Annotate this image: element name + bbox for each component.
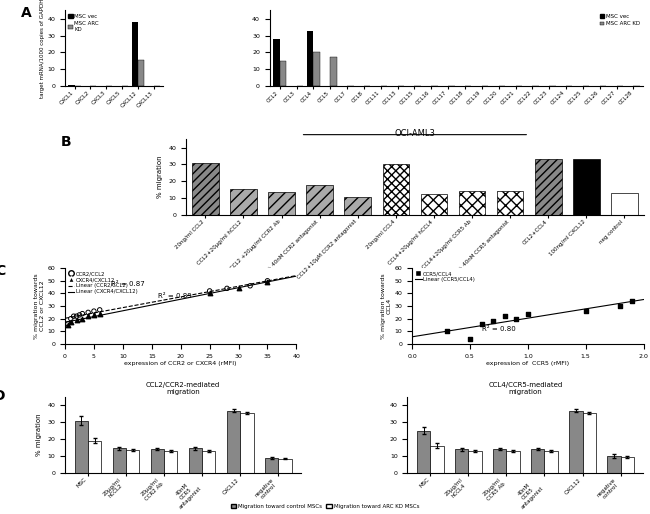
Text: R² = 0.87: R² = 0.87 xyxy=(111,281,145,287)
Bar xyxy=(455,449,468,473)
Title: OCI-AML3: OCI-AML3 xyxy=(395,130,436,138)
Title: CCL4/CCR5-mediated
migration: CCL4/CCR5-mediated migration xyxy=(488,382,562,395)
Point xyxy=(523,309,533,318)
Point xyxy=(62,321,73,329)
Bar xyxy=(535,159,562,215)
Point xyxy=(580,307,591,315)
Point xyxy=(74,311,85,319)
Bar xyxy=(497,191,523,215)
Point xyxy=(62,320,73,328)
Bar xyxy=(344,197,371,215)
Bar xyxy=(230,189,257,215)
Bar xyxy=(330,58,337,86)
Point xyxy=(511,315,521,323)
Y-axis label: target mRNA/1000 copies of GAPDH: target mRNA/1000 copies of GAPDH xyxy=(40,0,45,98)
Point xyxy=(83,312,94,320)
Point xyxy=(204,287,214,295)
Legend: MSC vec, MSC ARC KD: MSC vec, MSC ARC KD xyxy=(599,13,641,27)
Point xyxy=(263,278,273,286)
Bar xyxy=(307,30,313,86)
Legend: Migration toward control MSCs, Migration toward ARC KD MSCs: Migration toward control MSCs, Migration… xyxy=(229,502,421,511)
Point xyxy=(77,315,88,323)
Bar xyxy=(573,159,600,215)
Bar xyxy=(188,448,202,473)
Title: CCL2/CCR2-mediated
migration: CCL2/CCR2-mediated migration xyxy=(146,382,220,395)
Bar xyxy=(506,451,520,473)
Point xyxy=(476,320,487,328)
Bar xyxy=(611,193,638,215)
Point xyxy=(245,282,255,290)
Bar xyxy=(493,449,506,473)
Bar xyxy=(112,448,126,473)
Point xyxy=(88,307,99,315)
Point xyxy=(72,316,82,324)
Y-axis label: % migration towards
CCL4: % migration towards CCL4 xyxy=(381,273,392,339)
Point xyxy=(627,297,637,305)
Text: C: C xyxy=(0,264,6,278)
Bar xyxy=(430,446,443,473)
Bar xyxy=(88,441,101,473)
Point xyxy=(83,308,94,317)
Bar xyxy=(75,420,88,473)
Bar xyxy=(607,456,621,473)
Bar xyxy=(582,413,596,473)
Point xyxy=(204,289,214,298)
Point xyxy=(465,335,475,343)
Bar xyxy=(240,413,254,473)
Point xyxy=(77,309,88,318)
Y-axis label: % migration: % migration xyxy=(157,156,163,198)
Bar xyxy=(468,451,482,473)
Bar xyxy=(274,39,280,86)
Point xyxy=(88,311,99,319)
Bar xyxy=(306,185,333,215)
Legend: MSC vec, MSC ARC
KD: MSC vec, MSC ARC KD xyxy=(68,13,99,33)
Point xyxy=(222,284,232,292)
Point xyxy=(68,312,79,320)
Bar xyxy=(621,457,634,473)
Point xyxy=(72,312,82,320)
Bar xyxy=(382,164,410,215)
Point xyxy=(441,327,452,336)
Bar xyxy=(278,458,292,473)
Bar xyxy=(138,60,144,86)
Bar xyxy=(192,163,218,215)
Point xyxy=(499,312,510,320)
Point xyxy=(94,309,105,318)
Bar xyxy=(227,411,240,473)
Bar xyxy=(164,451,177,473)
Legend: CCR2/CCL2, CXCR4/CXCL12, Linear (CCR2/CCL2), Linear (CXCR4/CXCL12): CCR2/CCL2, CXCR4/CXCL12, Linear (CCR2/CC… xyxy=(68,271,138,295)
Point xyxy=(488,317,499,325)
Y-axis label: % migration towards
CCL2 or CXCL12: % migration towards CCL2 or CXCL12 xyxy=(34,273,45,339)
Y-axis label: % migration: % migration xyxy=(36,414,42,456)
X-axis label: expression of CCR2 or CXCR4 (rMFI): expression of CCR2 or CXCR4 (rMFI) xyxy=(124,361,237,366)
Bar xyxy=(151,449,164,473)
Bar xyxy=(459,191,486,215)
Point xyxy=(66,318,76,326)
Text: R² = 0.80: R² = 0.80 xyxy=(482,326,515,333)
Bar xyxy=(531,449,545,473)
Bar xyxy=(68,85,75,86)
Bar xyxy=(569,411,582,473)
X-axis label: expression of  CCR5 (rMFI): expression of CCR5 (rMFI) xyxy=(486,361,569,366)
Bar xyxy=(132,22,138,86)
Bar xyxy=(417,431,430,473)
Bar xyxy=(421,194,447,215)
Legend: CCR5/CCL4, Linear (CCR5/CCL4): CCR5/CCL4, Linear (CCR5/CCL4) xyxy=(415,271,475,283)
Bar xyxy=(280,61,286,86)
Bar xyxy=(265,457,278,473)
Text: D: D xyxy=(0,390,6,403)
Text: A: A xyxy=(21,7,31,21)
Bar xyxy=(202,451,215,473)
Bar xyxy=(268,192,295,215)
Bar xyxy=(126,450,139,473)
Point xyxy=(66,315,76,323)
Text: B: B xyxy=(60,135,71,150)
Point xyxy=(233,284,244,292)
Bar xyxy=(545,451,558,473)
Point xyxy=(263,277,273,285)
Text: R² = 0.89: R² = 0.89 xyxy=(157,293,191,300)
Bar xyxy=(313,52,320,86)
Point xyxy=(94,306,105,314)
Point xyxy=(615,302,625,310)
